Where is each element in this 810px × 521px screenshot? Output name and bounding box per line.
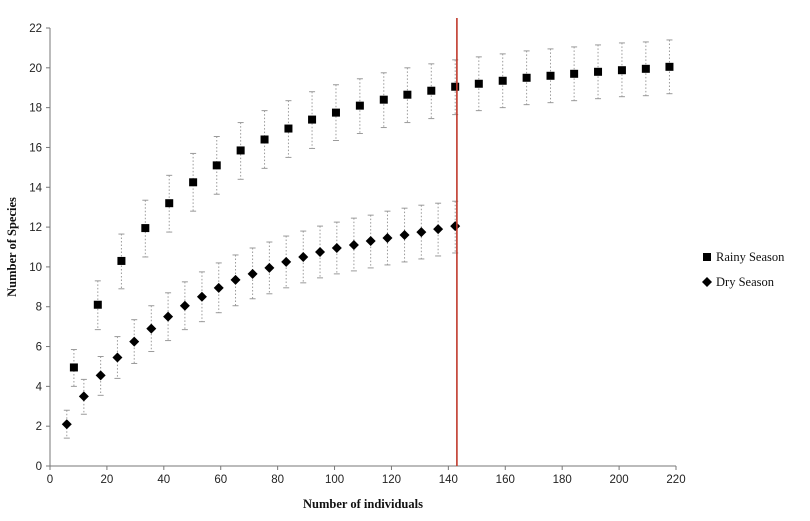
point-rainy bbox=[189, 178, 198, 187]
point-rainy bbox=[617, 66, 626, 75]
y-axis-title: Number of Species bbox=[5, 197, 19, 297]
data-markers bbox=[61, 62, 674, 430]
legend: Rainy Season Dry Season bbox=[702, 250, 785, 289]
x-tick-label: 60 bbox=[214, 474, 227, 486]
point-dry bbox=[348, 240, 359, 251]
y-tick-label: 20 bbox=[29, 63, 42, 75]
point-dry bbox=[213, 282, 224, 293]
axes bbox=[49, 28, 676, 467]
point-rainy bbox=[165, 199, 174, 208]
point-dry bbox=[331, 242, 342, 253]
point-dry bbox=[112, 352, 123, 363]
x-tick-label: 120 bbox=[382, 474, 401, 486]
point-rainy bbox=[427, 86, 436, 95]
point-dry bbox=[264, 262, 275, 273]
legend-label-dry: Dry Season bbox=[716, 275, 775, 289]
point-dry bbox=[365, 236, 376, 247]
y-tick-label: 18 bbox=[29, 103, 42, 115]
y-axis-ticks: 0 2 4 6 8 10 12 14 16 18 20 22 bbox=[29, 23, 50, 473]
point-dry bbox=[129, 336, 140, 347]
x-axis-ticks: 0 20 40 60 80 100 120 140 160 180 200 220 bbox=[47, 466, 686, 486]
point-rainy bbox=[236, 146, 245, 155]
legend-item-rainy: Rainy Season bbox=[703, 250, 785, 264]
point-rainy bbox=[355, 101, 364, 110]
legend-label-rainy: Rainy Season bbox=[716, 250, 785, 264]
point-dry bbox=[416, 227, 427, 238]
point-rainy bbox=[117, 256, 126, 265]
point-dry bbox=[399, 230, 410, 241]
point-dry bbox=[196, 291, 207, 302]
point-dry bbox=[78, 391, 89, 402]
point-rainy bbox=[93, 300, 102, 309]
point-dry bbox=[163, 311, 174, 322]
point-dry bbox=[247, 268, 258, 279]
point-dry bbox=[382, 233, 393, 244]
legend-diamond-marker-icon bbox=[702, 277, 712, 287]
point-rainy bbox=[451, 82, 460, 91]
point-rainy bbox=[498, 76, 507, 85]
point-rainy bbox=[594, 67, 603, 76]
x-tick-label: 160 bbox=[496, 474, 515, 486]
point-dry bbox=[281, 256, 292, 267]
legend-square-marker-icon bbox=[703, 253, 711, 261]
x-tick-label: 0 bbox=[47, 474, 53, 486]
point-rainy bbox=[474, 79, 483, 88]
point-rainy bbox=[379, 95, 388, 104]
y-tick-label: 10 bbox=[29, 262, 42, 274]
y-tick-label: 14 bbox=[29, 182, 42, 194]
point-dry bbox=[146, 323, 157, 334]
point-rainy bbox=[546, 71, 555, 80]
point-dry bbox=[433, 224, 444, 235]
x-tick-label: 40 bbox=[157, 474, 170, 486]
point-rainy bbox=[331, 108, 340, 117]
y-tick-label: 22 bbox=[29, 23, 42, 35]
point-dry bbox=[450, 221, 461, 232]
x-axis-title: Number of individuals bbox=[303, 497, 423, 511]
point-rainy bbox=[212, 161, 221, 170]
point-dry bbox=[315, 246, 326, 257]
x-tick-label: 20 bbox=[101, 474, 114, 486]
point-dry bbox=[230, 274, 241, 285]
point-rainy bbox=[641, 64, 650, 73]
y-tick-label: 4 bbox=[36, 381, 43, 393]
y-tick-label: 0 bbox=[36, 461, 42, 473]
y-tick-label: 2 bbox=[36, 421, 42, 433]
x-tick-label: 180 bbox=[553, 474, 572, 486]
point-dry bbox=[298, 251, 309, 262]
point-rainy bbox=[522, 73, 531, 82]
point-rainy bbox=[665, 62, 674, 71]
x-tick-label: 200 bbox=[609, 474, 628, 486]
x-tick-label: 80 bbox=[271, 474, 284, 486]
point-dry bbox=[95, 370, 106, 381]
point-rainy bbox=[141, 224, 150, 233]
point-rainy bbox=[403, 90, 412, 99]
point-rainy bbox=[260, 135, 269, 144]
legend-item-dry: Dry Season bbox=[702, 275, 775, 289]
point-rainy bbox=[284, 124, 293, 133]
y-tick-label: 16 bbox=[29, 142, 42, 154]
y-tick-label: 8 bbox=[36, 302, 42, 314]
x-tick-label: 220 bbox=[666, 474, 685, 486]
y-tick-label: 12 bbox=[29, 222, 42, 234]
point-rainy bbox=[69, 363, 78, 372]
x-tick-label: 100 bbox=[325, 474, 344, 486]
point-dry bbox=[61, 419, 72, 430]
point-rainy bbox=[570, 69, 579, 78]
point-dry bbox=[179, 300, 190, 311]
y-tick-label: 6 bbox=[36, 342, 42, 354]
x-tick-label: 140 bbox=[439, 474, 458, 486]
point-rainy bbox=[308, 115, 317, 124]
